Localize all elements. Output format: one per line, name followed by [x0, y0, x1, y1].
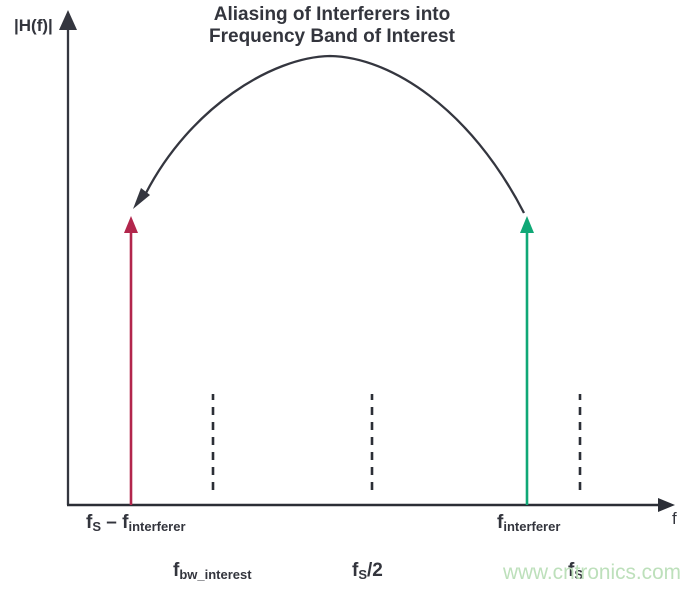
svg-text:fS – finterferer: fS – finterferer — [86, 512, 186, 534]
svg-text:f: f — [672, 509, 677, 528]
svg-text:|H(f)|: |H(f)| — [14, 16, 53, 35]
svg-text:www.cntronics.com: www.cntronics.com — [502, 561, 681, 584]
svg-text:Aliasing of Interferers into: Aliasing of Interferers into — [214, 4, 450, 25]
svg-text:finterferer: finterferer — [497, 512, 560, 534]
svg-text:fbw_interest: fbw_interest — [173, 560, 252, 582]
svg-text:fS/2: fS/2 — [352, 560, 383, 582]
svg-text:Frequency Band of Interest: Frequency Band of Interest — [209, 26, 456, 47]
